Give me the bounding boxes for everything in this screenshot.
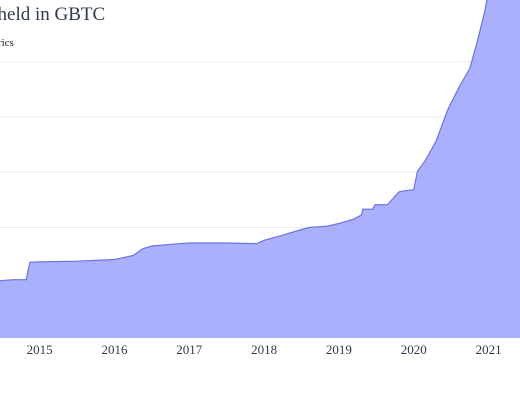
x-tick-label-2015: 2015 <box>27 342 53 357</box>
chart-subtitle: etrics <box>0 37 14 49</box>
chart-title: ly held in GBTC <box>0 4 106 25</box>
series-line <box>0 0 488 282</box>
series-area <box>0 0 520 338</box>
x-tick-label-2020: 2020 <box>401 342 427 357</box>
series-area-fill <box>0 0 520 338</box>
x-tick-label-2019: 2019 <box>326 342 352 357</box>
x-tick-label-2017: 2017 <box>176 342 203 357</box>
x-tick-label-2018: 2018 <box>251 342 277 357</box>
x-tick-label-2021: 2021 <box>476 342 502 357</box>
x-axis-ticks: 2015 2016 2017 2018 2019 2020 2021 <box>27 342 502 357</box>
x-tick-label-2016: 2016 <box>101 342 128 357</box>
